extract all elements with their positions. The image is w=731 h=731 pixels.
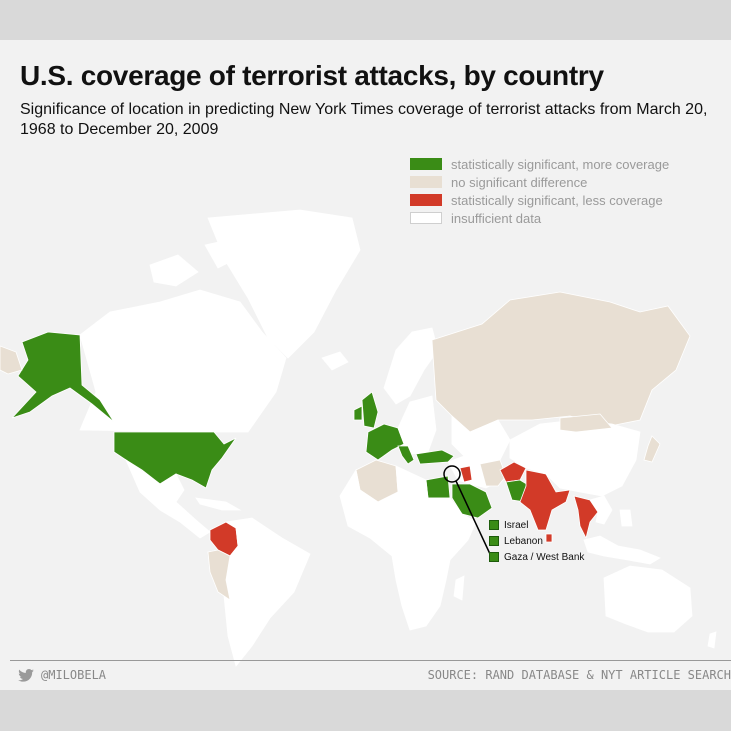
callout-label-lebanon: Lebanon <box>504 536 543 547</box>
footer-source: SOURCE: RAND DATABASE & NYT ARTICLE SEAR… <box>428 668 731 682</box>
region-new-zealand <box>708 632 716 648</box>
footer-credit: @MILOBELA <box>18 668 106 682</box>
region-east-siberia-edge <box>0 346 22 374</box>
page-title: U.S. coverage of terrorist attacks, by c… <box>20 60 604 92</box>
callout-swatch-gaza-west-bank <box>489 552 499 562</box>
region-russia <box>432 292 690 432</box>
levant-callout: Israel Lebanon Gaza / West Bank <box>489 517 584 565</box>
region-peru <box>208 550 230 600</box>
callout-item-lebanon: Lebanon <box>489 533 584 549</box>
region-canada-islands <box>150 240 238 286</box>
page-subtitle: Significance of location in predicting N… <box>20 100 710 140</box>
callout-swatch-lebanon <box>489 536 499 546</box>
callout-item-gaza-west-bank: Gaza / West Bank <box>489 549 584 565</box>
callout-label-israel: Israel <box>504 520 528 531</box>
region-ireland <box>354 406 362 420</box>
footer-handle: @MILOBELA <box>41 668 106 682</box>
world-map <box>0 170 731 690</box>
twitter-bird-icon <box>18 669 34 682</box>
infographic-card: U.S. coverage of terrorist attacks, by c… <box>0 40 731 690</box>
region-caribbean <box>196 498 240 510</box>
region-australia <box>604 566 692 632</box>
callout-item-israel: Israel <box>489 517 584 533</box>
region-central-europe <box>398 396 436 454</box>
region-uk <box>362 392 378 428</box>
legend-swatch-more <box>410 158 442 170</box>
region-iceland <box>322 352 348 370</box>
region-southeast-asia-islands <box>584 510 660 564</box>
region-scandinavia <box>384 328 438 404</box>
region-japan <box>644 436 660 462</box>
callout-swatch-israel <box>489 520 499 530</box>
footer-divider <box>10 660 731 661</box>
region-madagascar <box>454 576 464 600</box>
callout-label-gaza-west-bank: Gaza / West Bank <box>504 552 584 563</box>
